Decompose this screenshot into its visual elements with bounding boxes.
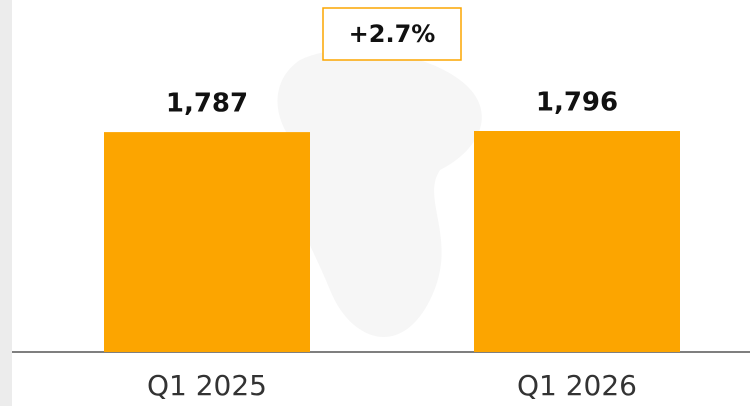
annotation-box — [322, 7, 462, 61]
side-strip — [0, 0, 12, 406]
value-label: 1,787 — [166, 89, 248, 119]
category-label: Q1 2026 — [517, 369, 637, 402]
category-label: Q1 2025 — [147, 369, 267, 402]
bar — [474, 131, 680, 352]
annotation: +2.7% — [349, 20, 436, 48]
bar — [104, 132, 310, 352]
value-label: 1,796 — [536, 88, 618, 118]
background-map — [277, 49, 482, 338]
